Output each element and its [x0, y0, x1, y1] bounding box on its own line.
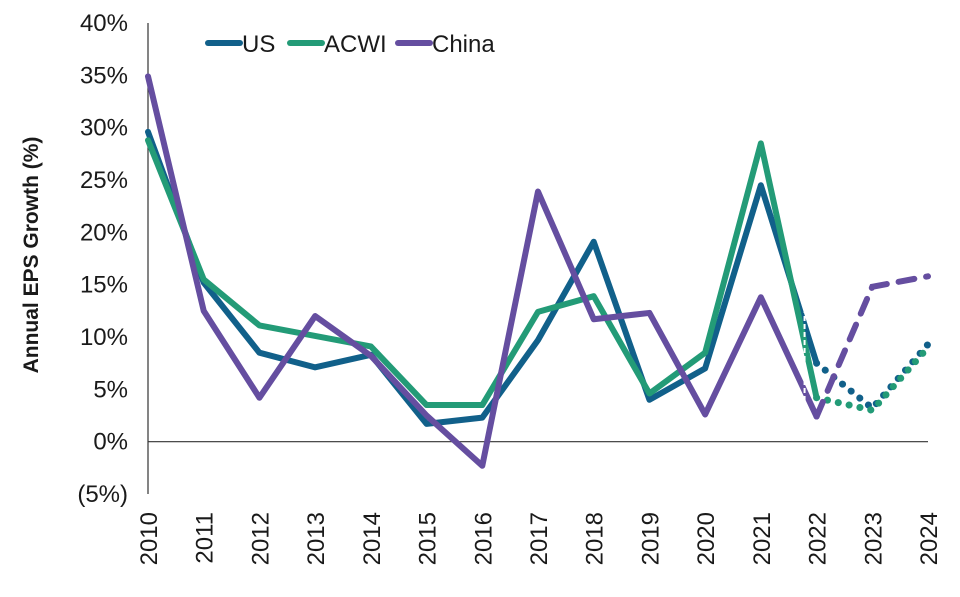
x-axis-ticks: 2010 2011 2012 2013 2014 2015 2016 2017 2018 2019… [136, 512, 943, 565]
series-forecast-acwi [813, 343, 932, 415]
y-tick-label: (5%) [77, 481, 128, 508]
x-tick-label: 2011 [192, 512, 219, 564]
x-tick-label: 2022 [805, 512, 832, 565]
y-tick-label: 5% [93, 376, 128, 403]
x-tick-label: 2012 [247, 512, 274, 565]
series-line-us [145, 128, 820, 427]
legend-label-china: China [432, 31, 495, 58]
y-tick-label: 10% [80, 324, 128, 351]
x-tick-label: 2014 [359, 512, 386, 565]
x-tick-label: 2010 [136, 512, 163, 565]
y-tick-label: 15% [80, 272, 128, 299]
y-tick-label: 30% [80, 115, 128, 142]
x-tick-label: 2016 [470, 512, 497, 565]
x-tick-label: 2024 [916, 512, 943, 565]
x-tick-label: 2019 [637, 512, 664, 565]
y-tick-label: 0% [93, 429, 128, 456]
series-line-china [145, 73, 820, 469]
x-tick-label: 2020 [693, 512, 720, 565]
x-tick-label: 2015 [415, 512, 442, 565]
series-lines [145, 73, 932, 469]
y-tick-label: 40% [80, 10, 128, 37]
y-tick-label: 35% [80, 62, 128, 89]
legend: US ACWI China [205, 31, 495, 58]
legend-label-us: US [242, 31, 275, 58]
x-tick-label: 2013 [303, 512, 330, 565]
x-tick-label: 2021 [749, 512, 776, 565]
y-tick-label: 20% [80, 219, 128, 246]
series-forecast-china [813, 273, 931, 420]
x-tick-label: 2023 [860, 512, 887, 565]
y-axis-title: Annual EPS Growth (%) [20, 137, 43, 374]
x-tick-label: 2017 [526, 512, 553, 565]
series-line-acwi [145, 137, 820, 409]
y-tick-label: 25% [80, 167, 128, 194]
legend-label-acwi: ACWI [324, 31, 387, 58]
y-axis-ticks: (5%) 0% 5% 10% 15% 20% 25% 30% 35% 40% [77, 10, 128, 508]
x-tick-label: 2018 [582, 512, 609, 565]
